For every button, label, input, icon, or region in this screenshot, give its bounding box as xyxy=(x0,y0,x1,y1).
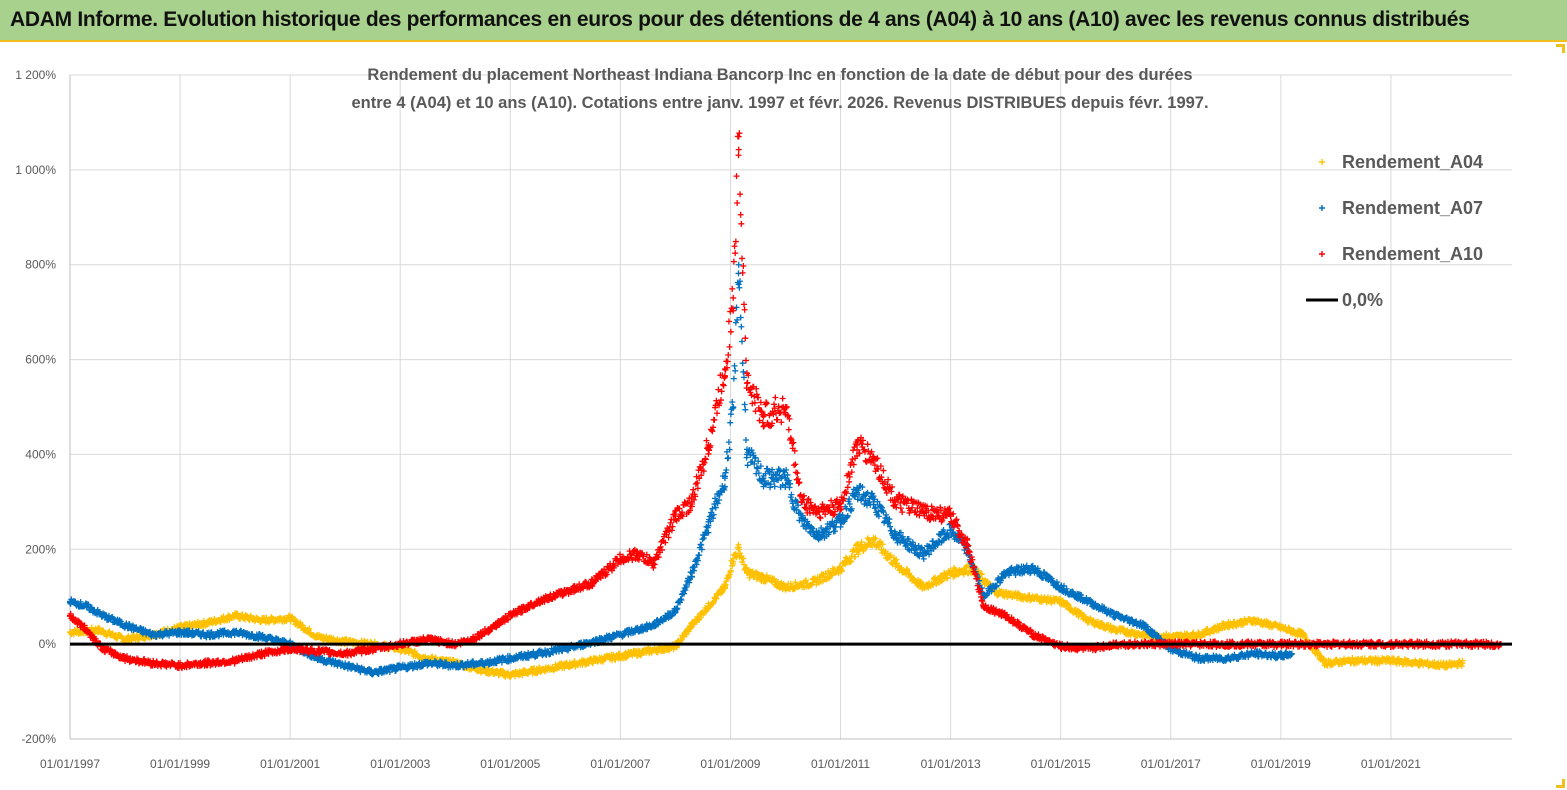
x-tick-label: 01/01/2019 xyxy=(1251,757,1311,771)
data-point xyxy=(786,484,793,491)
data-point xyxy=(727,419,734,426)
data-point xyxy=(700,535,707,542)
x-tick-label: 01/01/2005 xyxy=(480,757,540,771)
x-tick-label: 01/01/2001 xyxy=(260,757,320,771)
data-point xyxy=(135,636,142,643)
axes: -200% 0% 200% 400% 600% 800% 1 000% 1 200% 01/01… xyxy=(15,68,1512,771)
y-tick-label: 600% xyxy=(25,353,56,367)
title-banner: ADAM Informe. Evolution historique des p… xyxy=(0,0,1567,42)
data-point xyxy=(739,338,746,345)
y-tick-label: 0% xyxy=(39,637,57,651)
y-tick-label: 800% xyxy=(25,258,56,272)
data-point xyxy=(742,436,749,443)
x-tick-label: 01/01/2017 xyxy=(1141,757,1201,771)
data-point xyxy=(738,323,745,330)
y-tick-label: 1 200% xyxy=(15,68,56,82)
x-tick-label: 01/01/2003 xyxy=(370,757,430,771)
x-tick-label: 01/01/1997 xyxy=(40,757,100,771)
x-tick-label: 01/01/2015 xyxy=(1031,757,1091,771)
y-tick-label: 200% xyxy=(25,542,56,556)
data-point xyxy=(411,648,418,655)
data-point xyxy=(299,622,306,629)
banner-title: ADAM Informe. Evolution historique des p… xyxy=(10,8,1470,31)
frame-corner-bottom-right xyxy=(1556,779,1565,788)
performance-chart: -200% 0% 200% 400% 600% 800% 1 000% 1 200% 01/01… xyxy=(15,66,1512,771)
y-tick-label: -200% xyxy=(21,732,56,746)
data-point xyxy=(871,505,878,512)
x-tick-label: 01/01/2011 xyxy=(811,757,870,771)
data-point xyxy=(263,614,270,621)
legend-background xyxy=(1282,132,1512,322)
data-point xyxy=(306,625,313,632)
data-point xyxy=(725,439,732,446)
data-point xyxy=(731,362,738,369)
data-point xyxy=(742,406,749,413)
data-point xyxy=(871,536,878,543)
data-point xyxy=(106,628,113,635)
data-point xyxy=(736,284,743,291)
y-tick-label: 1 000% xyxy=(15,163,56,177)
data-point xyxy=(735,261,742,268)
data-point xyxy=(732,319,739,326)
data-point xyxy=(239,611,246,618)
y-tick-label: 400% xyxy=(25,447,56,461)
data-point xyxy=(730,375,737,382)
data-point xyxy=(291,615,298,622)
data-point xyxy=(832,528,839,535)
data-point xyxy=(741,401,748,408)
data-point xyxy=(744,462,751,469)
x-tick-label: 01/01/2013 xyxy=(921,757,981,771)
data-point xyxy=(885,519,892,526)
data-point xyxy=(732,367,739,374)
data-point xyxy=(727,411,734,418)
series xyxy=(67,130,1504,681)
x-tick-label: 01/01/2021 xyxy=(1361,757,1421,771)
data-point xyxy=(740,368,747,375)
x-tick-label: 01/01/2007 xyxy=(590,757,650,771)
x-tick-label: 01/01/2009 xyxy=(700,757,760,771)
frame-corner-top-right xyxy=(1556,44,1565,53)
data-point xyxy=(135,635,142,642)
data-point xyxy=(847,506,854,513)
data-point xyxy=(733,304,740,311)
x-tick-label: 01/01/1999 xyxy=(150,757,210,771)
